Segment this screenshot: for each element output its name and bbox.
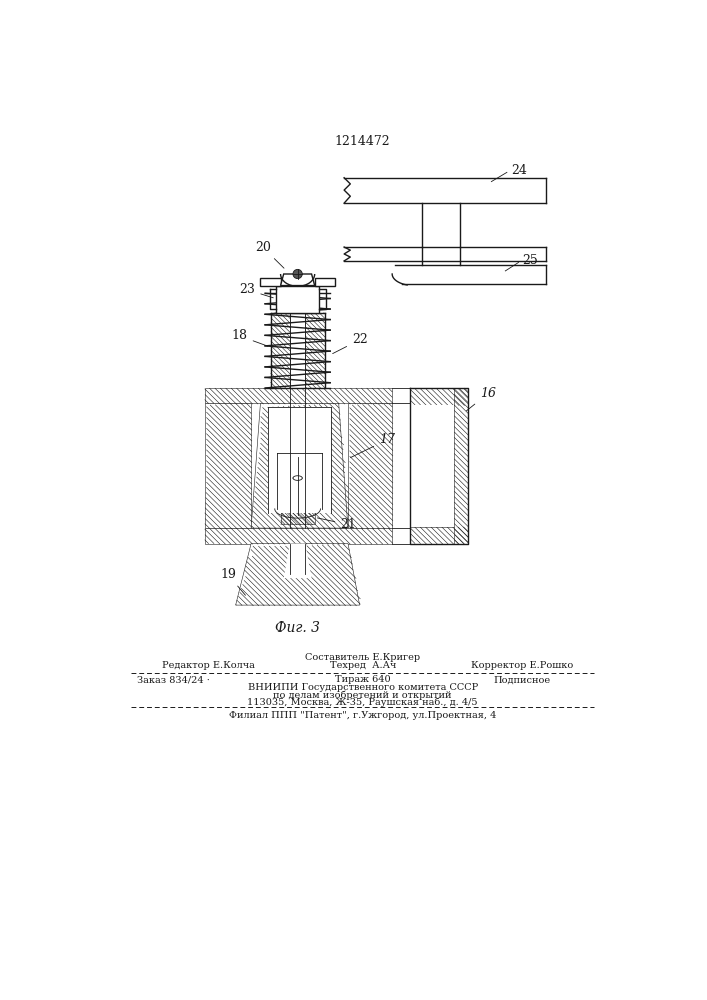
- Polygon shape: [268, 407, 331, 513]
- Text: Редактор Е.Колча: Редактор Е.Колча: [162, 661, 255, 670]
- Polygon shape: [281, 511, 315, 524]
- Polygon shape: [235, 544, 360, 605]
- Circle shape: [293, 269, 303, 279]
- Text: Фиг. 3: Фиг. 3: [275, 620, 320, 635]
- Polygon shape: [251, 403, 348, 528]
- Polygon shape: [410, 527, 468, 544]
- Text: 22: 22: [333, 333, 368, 354]
- Polygon shape: [348, 403, 392, 528]
- Polygon shape: [271, 312, 290, 388]
- Text: 23: 23: [240, 283, 274, 298]
- FancyBboxPatch shape: [276, 286, 320, 312]
- Polygon shape: [260, 278, 281, 286]
- Text: 17: 17: [351, 433, 395, 458]
- Text: 1214472: 1214472: [334, 135, 390, 148]
- Text: 16: 16: [467, 387, 496, 411]
- Text: по делам изобретений и открытий: по делам изобретений и открытий: [274, 690, 452, 700]
- Text: 21: 21: [317, 518, 356, 531]
- Text: Заказ 834/24 ·: Заказ 834/24 ·: [137, 675, 210, 684]
- Polygon shape: [204, 403, 251, 528]
- Polygon shape: [204, 388, 392, 403]
- Text: 25: 25: [522, 254, 538, 267]
- Text: 113035, Москва, Ж-35, Раушская наб., д. 4/5: 113035, Москва, Ж-35, Раушская наб., д. …: [247, 697, 478, 707]
- Bar: [410, 405, 454, 527]
- Text: 18: 18: [232, 329, 268, 346]
- Text: ВНИИПИ Государственного комитета СССР: ВНИИПИ Государственного комитета СССР: [247, 683, 478, 692]
- Text: Филиал ППП "Патент", г.Ужгород, ул.Проектная, 4: Филиал ППП "Патент", г.Ужгород, ул.Проек…: [229, 711, 496, 720]
- Text: Тираж 640: Тираж 640: [335, 675, 390, 684]
- Polygon shape: [204, 528, 392, 544]
- Polygon shape: [315, 278, 335, 286]
- Polygon shape: [276, 453, 322, 509]
- Text: Подписное: Подписное: [493, 675, 551, 684]
- Polygon shape: [305, 312, 325, 388]
- Polygon shape: [410, 388, 468, 405]
- Text: Корректор Е.Рошко: Корректор Е.Рошко: [472, 661, 573, 670]
- Text: 19: 19: [220, 568, 245, 595]
- Polygon shape: [281, 274, 315, 286]
- Text: 20: 20: [255, 241, 284, 268]
- Polygon shape: [454, 388, 468, 544]
- Text: Техред  А.Ач: Техред А.Ач: [329, 661, 396, 670]
- Text: Составитель Е.Кригер: Составитель Е.Кригер: [305, 653, 420, 662]
- Text: 24: 24: [510, 164, 527, 177]
- Polygon shape: [284, 544, 312, 578]
